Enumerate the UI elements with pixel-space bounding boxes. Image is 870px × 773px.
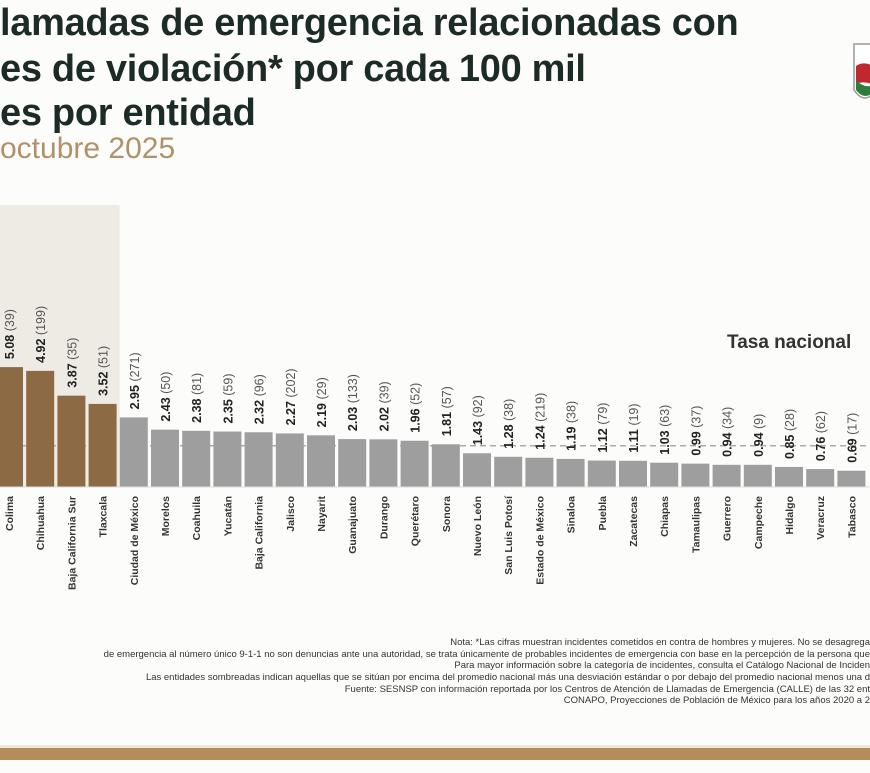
- category-label: San Luis Potosí: [503, 495, 515, 575]
- value-label: 2.35 (59): [221, 373, 235, 423]
- value-label: 3.87 (35): [65, 338, 79, 388]
- bar-tamaulipas: [681, 463, 710, 487]
- bar-durango: [369, 439, 398, 487]
- bar-chart: Tasa nacional 5.08 (39) Colima 4.92 (199) Ch…: [0, 205, 870, 590]
- source-line-1: Fuente: SESNSP con información reportada…: [344, 684, 870, 695]
- value-label: 2.38 (81): [190, 373, 204, 423]
- value-label: 1.28 (38): [502, 399, 516, 449]
- bar-nayarit: [307, 435, 335, 487]
- category-label: Veracruz: [815, 496, 827, 540]
- bar-tabasco: [837, 470, 866, 487]
- value-label: 0.99 (37): [689, 406, 703, 456]
- category-label: Baja California Sur: [66, 496, 78, 590]
- footer-band-light: [0, 745, 870, 748]
- category-label: Tlaxcala: [98, 496, 110, 538]
- category-label: Estado de México: [534, 496, 546, 585]
- category-label: Coahuila: [191, 496, 203, 540]
- bar-veracruz: [806, 469, 835, 487]
- value-label: 5.08 (39): [3, 309, 17, 359]
- bar-sonora: [431, 444, 460, 487]
- value-label: 1.11 (19): [627, 403, 641, 452]
- value-label: 1.19 (38): [565, 401, 579, 451]
- value-label: 2.27 (202): [284, 368, 298, 425]
- chart-title-line-3: es por entidad: [0, 92, 256, 134]
- value-label: 1.43 (92): [471, 395, 485, 445]
- bar-zacatecas: [619, 460, 647, 487]
- bar-baja-california-sur: [57, 395, 86, 487]
- value-label: 2.32 (96): [253, 374, 267, 424]
- category-label: Querétaro: [410, 496, 422, 546]
- category-label: Ciudad de México: [129, 496, 141, 585]
- category-label: Nuevo León: [472, 496, 484, 556]
- note-line-3: Para mayor información sobre la categorí…: [454, 660, 870, 671]
- value-label: 0.69 (17): [845, 413, 859, 463]
- value-label: 1.03 (63): [658, 405, 672, 455]
- chart-title-line-1: lamadas de emergencia relacionadas con: [0, 2, 739, 44]
- bar-colima: [0, 367, 23, 487]
- bar-sinaloa: [556, 458, 585, 487]
- value-label: 1.24 (219): [533, 393, 547, 450]
- national-rate-label: Tasa nacional: [727, 332, 851, 353]
- category-label: Tabasco: [846, 496, 858, 538]
- value-label: 2.02 (39): [377, 381, 391, 431]
- bar-baja-california: [244, 432, 273, 487]
- category-label: Hidalgo: [784, 496, 796, 535]
- bar-yucatán: [213, 431, 242, 487]
- bar-hidalgo: [775, 466, 803, 487]
- value-label: 1.81 (57): [440, 386, 454, 436]
- bar-estado-de-méxico: [525, 457, 554, 487]
- category-label: Jalisco: [285, 496, 297, 532]
- bar-tlaxcala: [88, 403, 117, 487]
- category-label: Zacatecas: [628, 496, 640, 547]
- chart-subtitle: octubre 2025: [0, 132, 176, 165]
- bar-querétaro: [400, 440, 429, 487]
- category-label: Chiapas: [659, 496, 671, 537]
- government-seal-icon: [853, 43, 870, 99]
- bar-san-luis-potosí: [494, 456, 523, 487]
- value-label: 0.85 (28): [783, 409, 797, 459]
- bar-morelos: [151, 429, 179, 487]
- category-label: Puebla: [597, 496, 609, 531]
- category-label: Guerrero: [722, 496, 734, 541]
- bar-jalisco: [275, 433, 304, 487]
- note-line-1: Nota: *Las cifras muestran incidentes co…: [450, 637, 870, 648]
- category-label: Chihuahua: [35, 496, 47, 550]
- value-label: 1.96 (52): [409, 383, 423, 433]
- category-label: Morelos: [160, 496, 172, 536]
- value-label: 0.94 (34): [721, 407, 735, 457]
- note-line-4: Las entidades sombreadas indican aquella…: [145, 672, 870, 683]
- value-label: 2.43 (50): [159, 372, 173, 422]
- value-label: 2.03 (133): [346, 374, 360, 431]
- bar-chiapas: [650, 462, 679, 487]
- source-line-2: CONAPO, Proyecciones de Población de Méx…: [563, 695, 870, 706]
- category-label: Sonora: [441, 496, 453, 532]
- value-label: 0.94 (9): [752, 414, 766, 457]
- value-label: 0.76 (62): [814, 411, 828, 461]
- bar-ciudad-de-méxico: [119, 417, 148, 487]
- value-label: 4.92 (199): [34, 306, 48, 363]
- bar-nuevo-león: [463, 453, 491, 487]
- category-label: Sinaloa: [566, 496, 578, 534]
- value-label: 3.52 (51): [97, 346, 111, 396]
- bar-puebla: [587, 460, 616, 487]
- category-label: Nayarit: [316, 496, 328, 532]
- bar-guanajuato: [338, 439, 367, 487]
- chart-title-line-2: es de violación* por cada 100 mil: [0, 48, 586, 90]
- value-label: 2.95 (271): [128, 352, 142, 409]
- category-label: Campeche: [753, 496, 765, 549]
- category-label: Guanajuato: [347, 496, 359, 554]
- value-label: 1.12 (79): [596, 403, 610, 453]
- category-label: Durango: [378, 496, 390, 539]
- bar-guerrero: [712, 464, 741, 487]
- value-label: 2.19 (29): [315, 377, 329, 427]
- footer-band: [0, 748, 870, 760]
- category-label: Colima: [4, 496, 16, 531]
- bar-campeche: [743, 464, 772, 487]
- category-label: Yucatán: [222, 496, 234, 536]
- bar-chihuahua: [26, 370, 55, 487]
- bar-coahuila: [182, 430, 211, 487]
- note-line-2: de emergencia al número único 9-1-1 no s…: [103, 649, 870, 660]
- category-label: Baja California: [254, 496, 266, 570]
- category-label: Tamaulipas: [690, 496, 702, 553]
